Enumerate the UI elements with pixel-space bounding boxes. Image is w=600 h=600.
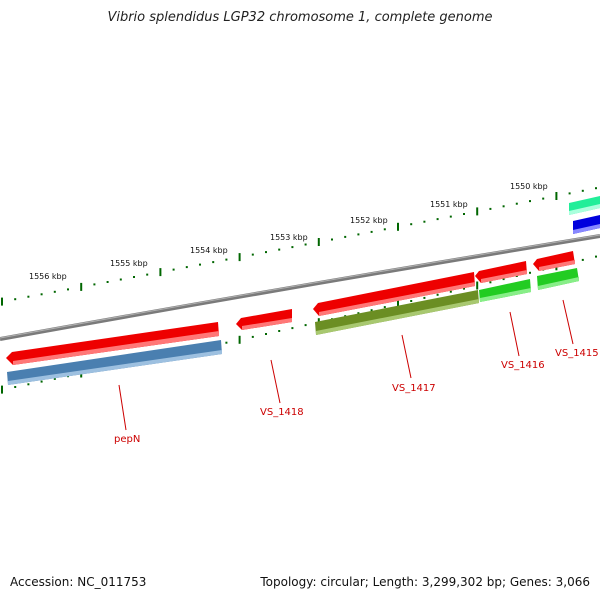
genome-summary: Topology: circular; Length: 3,299,302 bp… xyxy=(260,575,590,589)
map-title: Vibrio splendidus LGP32 chromosome 1, co… xyxy=(107,10,493,25)
scale-label: 1553 kbp xyxy=(270,233,308,242)
gene-label-VS_1418: VS_1418 xyxy=(260,407,304,418)
scale-label: 1552 kbp xyxy=(350,216,388,225)
scale-label: 1554 kbp xyxy=(190,246,228,255)
scale-label: 1550 kbp xyxy=(510,182,548,191)
gene-feature-pepN[interactable] xyxy=(6,322,219,365)
outer-tick-ring xyxy=(1,187,597,306)
scale-label: 1555 kbp xyxy=(110,259,148,268)
gene-label-VS_1415: VS_1415 xyxy=(555,348,599,359)
scale-label: 1551 kbp xyxy=(430,200,468,209)
gene-feature-VS_1416[interactable] xyxy=(475,261,527,283)
accession-text: Accession: NC_011753 xyxy=(10,575,147,589)
scale-label: 1556 kbp xyxy=(29,272,67,281)
gene-label-VS_1417: VS_1417 xyxy=(392,383,436,394)
gene-feature-VS_1417[interactable] xyxy=(313,272,475,316)
gene-label-pepN: pepN xyxy=(114,434,140,445)
genome-backbone xyxy=(0,234,600,341)
gene-label-VS_1416: VS_1416 xyxy=(501,360,545,371)
